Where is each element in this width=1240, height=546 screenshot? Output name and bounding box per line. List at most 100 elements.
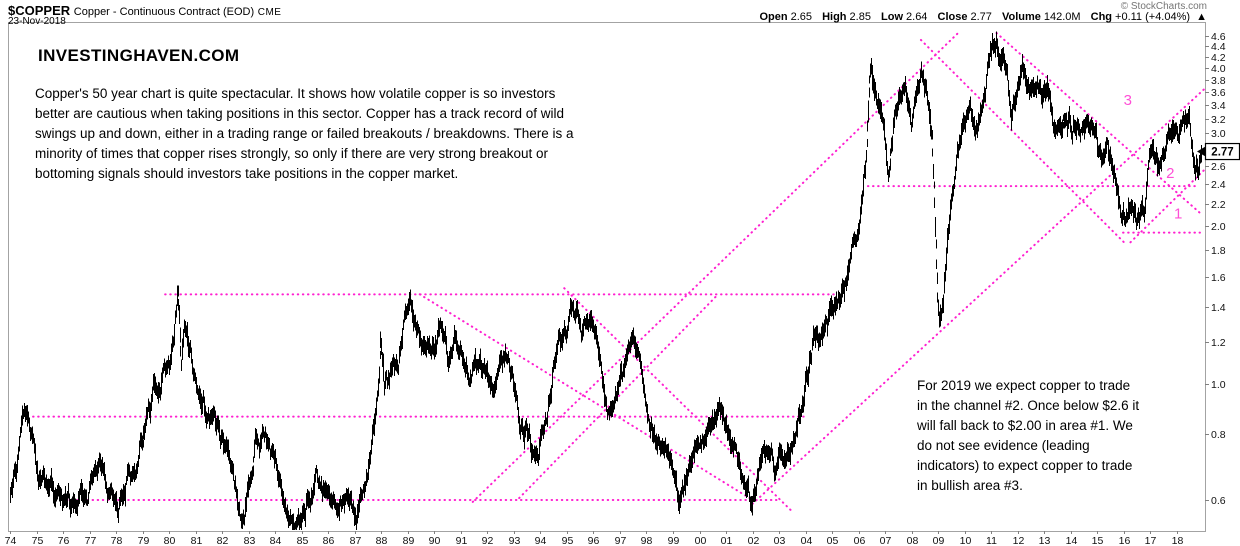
x-axis-year-label: 86 xyxy=(323,535,335,546)
y-axis-tick-label: 3.4 xyxy=(1211,100,1226,112)
trendline-uptrend-1991 xyxy=(471,32,960,503)
x-axis-year-label: 74 xyxy=(5,535,17,546)
chg-value: +0.11 (+4.04%) xyxy=(1115,11,1191,23)
x-axis-year-label: 03 xyxy=(774,535,786,546)
x-axis-year-label: 15 xyxy=(1092,535,1104,546)
x-axis-year-label: 97 xyxy=(615,535,627,546)
y-axis-tick-label: 1.6 xyxy=(1211,272,1226,284)
x-axis-year-label: 83 xyxy=(244,535,256,546)
high-label: High xyxy=(822,11,847,23)
x-axis: 74 75 76 77 78 79 80 81 82 83 84 85 86 87 88 89 90 91 92 93… xyxy=(5,531,1184,546)
volume-value: 142.0M xyxy=(1043,11,1081,23)
ticker-description: Copper - Continuous Contract (EOD) xyxy=(73,6,255,18)
up-arrow-icon: ▲ xyxy=(1196,11,1207,23)
y-axis-tick-label: 0.6 xyxy=(1211,495,1226,507)
x-axis-year-label: 00 xyxy=(695,535,707,546)
close-label: Close xyxy=(937,11,968,23)
x-axis-year-label: 95 xyxy=(562,535,574,546)
trendline-downtrend-1989 xyxy=(418,293,754,501)
ticker-header: $COPPER Copper - Continuous Contract (EO… xyxy=(8,3,281,18)
x-axis-year-label: 81 xyxy=(191,535,203,546)
chart-date: 23-Nov-2018 xyxy=(8,16,66,27)
ticker-symbol: $COPPER xyxy=(8,3,71,18)
x-axis-year-label: 77 xyxy=(85,535,97,546)
watermark-investinghaven: INVESTINGHAVEN.COM xyxy=(38,46,240,65)
x-axis-year-label: 89 xyxy=(403,535,415,546)
y-axis-tick-label: 3.6 xyxy=(1211,87,1226,99)
commentary-paragraph: Copper's 50 year chart is quite spectacu… xyxy=(35,86,574,181)
y-axis-tick-label: 3.2 xyxy=(1211,114,1226,126)
trendline-uptrend-2016 xyxy=(1129,168,1206,244)
y-axis-tick-label: 1.4 xyxy=(1211,302,1226,314)
ticker-exchange: CME xyxy=(257,7,282,18)
y-axis-tick-label: 4.0 xyxy=(1211,63,1226,75)
y-axis-tick-label: 4.2 xyxy=(1211,52,1226,64)
x-axis-year-label: 79 xyxy=(138,535,150,546)
x-axis-year-label: 02 xyxy=(748,535,760,546)
ohlc-bars-path xyxy=(10,31,1202,530)
trendline-downtrend-2008 xyxy=(919,38,1127,245)
y-axis-tick-label: 3.0 xyxy=(1211,128,1226,140)
copyright-notice: © StockCharts.com xyxy=(1120,1,1207,12)
x-axis-year-label: 18 xyxy=(1172,535,1184,546)
x-axis-year-label: 88 xyxy=(376,535,388,546)
channel-area-labels: 1 2 3 xyxy=(1124,92,1183,222)
x-axis-year-label: 94 xyxy=(535,535,547,546)
x-axis-year-label: 96 xyxy=(588,535,600,546)
x-axis-year-label: 17 xyxy=(1145,535,1157,546)
y-axis-tick-label: 3.8 xyxy=(1211,75,1226,87)
high-value: 2.85 xyxy=(849,11,871,23)
x-axis-year-label: 76 xyxy=(58,535,70,546)
x-axis-year-label: 98 xyxy=(641,535,653,546)
x-axis-year-label: 92 xyxy=(482,535,494,546)
x-axis-year-label: 90 xyxy=(429,535,441,546)
trendline-downtrend-1995 xyxy=(563,287,794,513)
area-label-2: 2 xyxy=(1166,165,1174,182)
x-axis-year-label: 06 xyxy=(854,535,866,546)
y-axis-tick-label: 2.0 xyxy=(1211,221,1226,233)
chg-label: Chg xyxy=(1090,11,1113,23)
trendlines xyxy=(32,32,1206,513)
x-axis-year-label: 04 xyxy=(801,535,813,546)
price-tag-arrow-icon xyxy=(1197,146,1206,157)
x-axis-year-label: 93 xyxy=(509,535,521,546)
quote-strip: Open 2.65 High 2.85 Low 2.64 Close 2.77 Volu… xyxy=(759,11,1207,23)
x-axis-year-label: 11 xyxy=(986,535,997,546)
trendline-downtrend-2011 xyxy=(995,32,1201,214)
x-axis-year-label: 01 xyxy=(721,535,733,546)
area-label-1: 1 xyxy=(1174,206,1182,223)
x-axis-year-label: 87 xyxy=(350,535,362,546)
y-axis: 0.60.81.01.21.41.61.82.02.22.42.62.83.03… xyxy=(1205,31,1226,507)
x-axis-year-label: 05 xyxy=(827,535,839,546)
x-axis-year-label: 08 xyxy=(907,535,919,546)
area-label-3: 3 xyxy=(1124,92,1132,109)
open-value: 2.65 xyxy=(790,11,813,23)
y-axis-tick-label: 4.6 xyxy=(1211,31,1226,43)
trendline-uptrend-2002 xyxy=(751,87,1206,505)
open-label: Open xyxy=(759,11,788,23)
y-axis-tick-label: 4.4 xyxy=(1211,41,1226,53)
y-axis-tick-label: 1.2 xyxy=(1211,337,1226,349)
forecast-paragraph: For 2019 we expect copper to trade in th… xyxy=(917,378,1140,493)
x-axis-year-label: 14 xyxy=(1066,535,1078,546)
x-axis-year-label: 84 xyxy=(270,535,282,546)
x-axis-year-label: 13 xyxy=(1039,535,1051,546)
x-axis-year-label: 07 xyxy=(880,535,892,546)
y-axis-tick-label: 2.4 xyxy=(1211,179,1226,191)
price-tag-value: 2.77 xyxy=(1211,147,1233,159)
x-axis-year-label: 85 xyxy=(297,535,309,546)
y-axis-tick-label: 2.2 xyxy=(1211,199,1226,211)
x-axis-year-label: 82 xyxy=(217,535,229,546)
y-axis-tick-label: 1.0 xyxy=(1211,379,1226,391)
x-axis-year-label: 91 xyxy=(456,535,468,546)
x-axis-year-label: 10 xyxy=(960,535,972,546)
current-price-tag: 2.77 xyxy=(1197,142,1240,161)
x-axis-year-label: 12 xyxy=(1013,535,1025,546)
y-axis-tick-label: 1.8 xyxy=(1211,245,1226,257)
close-value: 2.77 xyxy=(970,11,992,23)
low-label: Low xyxy=(881,11,904,23)
volume-label: Volume xyxy=(1001,11,1041,23)
x-axis-year-label: 09 xyxy=(933,535,945,546)
y-axis-tick-label: 0.8 xyxy=(1211,429,1226,441)
